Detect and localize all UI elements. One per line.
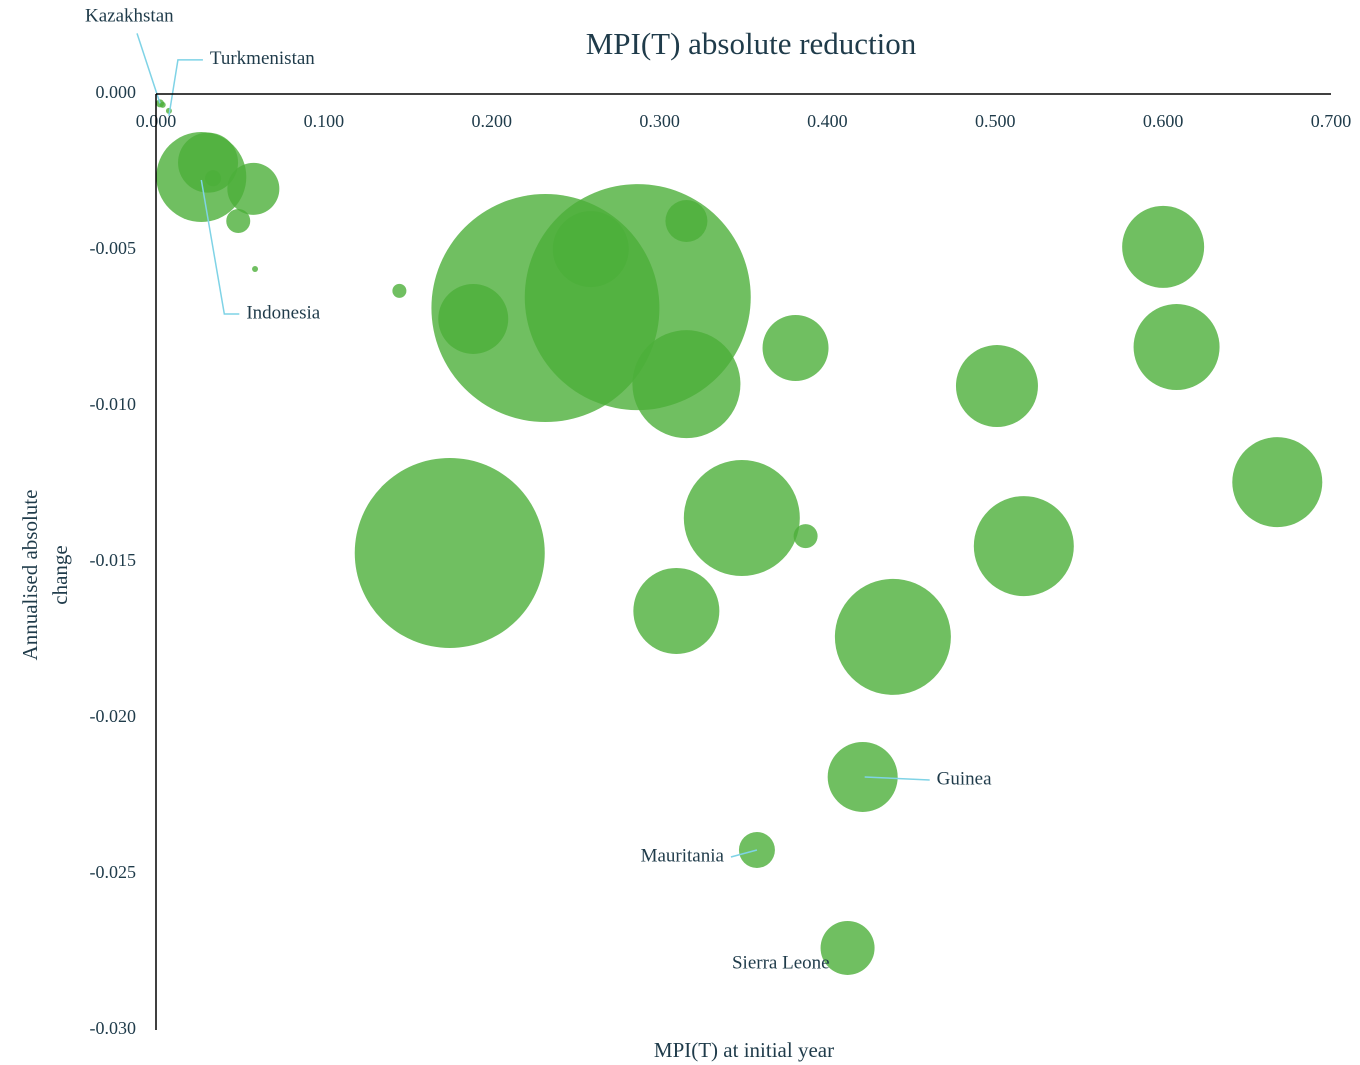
bubbles: [156, 99, 1323, 975]
bubble: [665, 199, 708, 242]
bubble-label: Turkmenistan: [210, 48, 315, 69]
chart-title: MPI(T) absolute reduction: [586, 26, 917, 61]
bubble: [1232, 437, 1323, 528]
x-tick-label: 0.300: [639, 111, 680, 131]
y-axis-label: Annualised absolute change: [18, 489, 72, 661]
y-tick-label: -0.030: [90, 1018, 137, 1038]
bubble: [1133, 304, 1220, 391]
x-tick-label: 0.100: [304, 111, 345, 131]
y-tick-label: -0.025: [90, 862, 137, 882]
bubble: [252, 266, 259, 273]
bubble: [683, 460, 800, 577]
bubble: [632, 330, 741, 439]
y-tick-label: -0.005: [90, 238, 137, 258]
x-tick-label: 0.700: [1311, 111, 1352, 131]
leader-line: [136, 33, 161, 104]
bubble: [159, 101, 166, 108]
bubble: [1122, 205, 1205, 288]
bubble: [392, 283, 407, 298]
bubble: [762, 314, 829, 381]
y-tick-label: 0.000: [96, 82, 137, 102]
bubble-label: Guinea: [937, 768, 992, 789]
bubble: [354, 457, 545, 648]
bubble: [227, 162, 280, 215]
y-tick-label: -0.015: [90, 550, 137, 570]
bubble: [205, 170, 222, 187]
bubble: [820, 920, 875, 975]
bubble-label: Sierra Leone: [732, 952, 830, 973]
bubble: [827, 741, 898, 812]
x-axis-label: MPI(T) at initial year: [654, 1038, 834, 1062]
bubble-label: Mauritania: [641, 845, 725, 866]
bubble: [178, 132, 239, 193]
bubble: [633, 567, 720, 654]
bubble: [955, 345, 1038, 428]
leader-line: [864, 776, 930, 781]
bubble: [834, 578, 951, 695]
y-tick-label: -0.010: [90, 394, 137, 414]
bubble: [973, 496, 1074, 597]
x-tick-label: 0.200: [471, 111, 512, 131]
x-tick-label: 0.500: [975, 111, 1016, 131]
leader-line: [200, 179, 240, 315]
bubble: [793, 524, 818, 549]
x-tick-label: 0.600: [1143, 111, 1184, 131]
x-tick-label: 0.400: [807, 111, 848, 131]
bubble-label: Kazakhstan: [85, 6, 174, 27]
leader-line: [730, 849, 758, 858]
leader-line: [168, 59, 203, 116]
y-tick-label: -0.020: [90, 706, 137, 726]
bubble: [226, 208, 251, 233]
bubble-label: Indonesia: [246, 302, 320, 323]
